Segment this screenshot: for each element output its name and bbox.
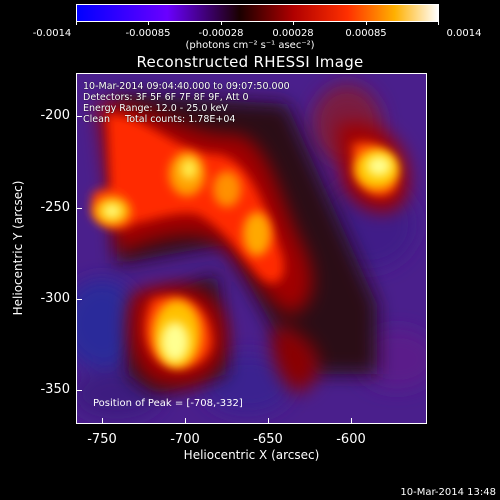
x-tick	[102, 418, 103, 424]
x-tick-label: -750	[87, 432, 117, 447]
footer-timestamp: 10-Mar-2014 13:48	[400, 487, 496, 498]
colorbar-tick	[366, 21, 367, 25]
peak-position: Position of Peak = [-708,-332]	[93, 398, 243, 409]
colorbar-tick-label: 0.00085	[345, 28, 387, 39]
x-tick-label: -600	[336, 432, 366, 447]
colorbar-tick-label: 0.0014	[446, 28, 482, 39]
x-tick-label: -700	[170, 432, 200, 447]
rhessi-image-plot: 10-Mar-2014 09:04:40.000 to 09:07:50.000…	[76, 73, 427, 424]
y-tick	[76, 208, 82, 209]
colorbar-tick	[76, 21, 77, 25]
colorbar	[76, 4, 439, 22]
y-tick-label: -350	[40, 382, 70, 397]
colorbar-tick-label: -0.00085	[125, 28, 171, 39]
x-tick	[185, 418, 186, 424]
colorbar-tick-label: -0.0014	[32, 28, 72, 39]
y-axis-label: Heliocentric Y (arcsec)	[11, 180, 25, 316]
rhessi-image	[77, 74, 426, 423]
y-tick-label: -300	[40, 291, 70, 306]
colorbar-tick	[438, 21, 439, 25]
info-time-range: 10-Mar-2014 09:04:40.000 to 09:07:50.000	[83, 81, 290, 92]
colorbar-tick	[221, 21, 222, 25]
colorbar-tick	[148, 21, 149, 25]
y-tick	[76, 116, 82, 117]
x-tick	[268, 418, 269, 424]
colorbar-tick-label: -0.00028	[198, 28, 244, 39]
colorbar-gradient	[77, 5, 438, 21]
info-clean-counts: Clean Total counts: 1.78E+04	[83, 114, 236, 125]
y-tick-label: -200	[40, 108, 70, 123]
y-tick	[76, 390, 82, 391]
x-tick	[351, 418, 352, 424]
info-energy-range: Energy Range: 12.0 - 25.0 keV	[83, 103, 228, 114]
colorbar-units: (photons cm⁻² s⁻¹ asec⁻²)	[185, 40, 315, 51]
colorbar-tick	[293, 21, 294, 25]
y-tick-label: -250	[40, 200, 70, 215]
image-title: Reconstructed RHESSI Image	[136, 53, 364, 71]
x-axis-label: Heliocentric X (arcsec)	[183, 448, 320, 462]
info-detectors: Detectors: 3F 5F 6F 7F 8F 9F, Att 0	[83, 92, 249, 103]
colorbar-tick-label: 0.00028	[272, 28, 314, 39]
y-tick	[76, 299, 82, 300]
x-tick-label: -650	[253, 432, 283, 447]
